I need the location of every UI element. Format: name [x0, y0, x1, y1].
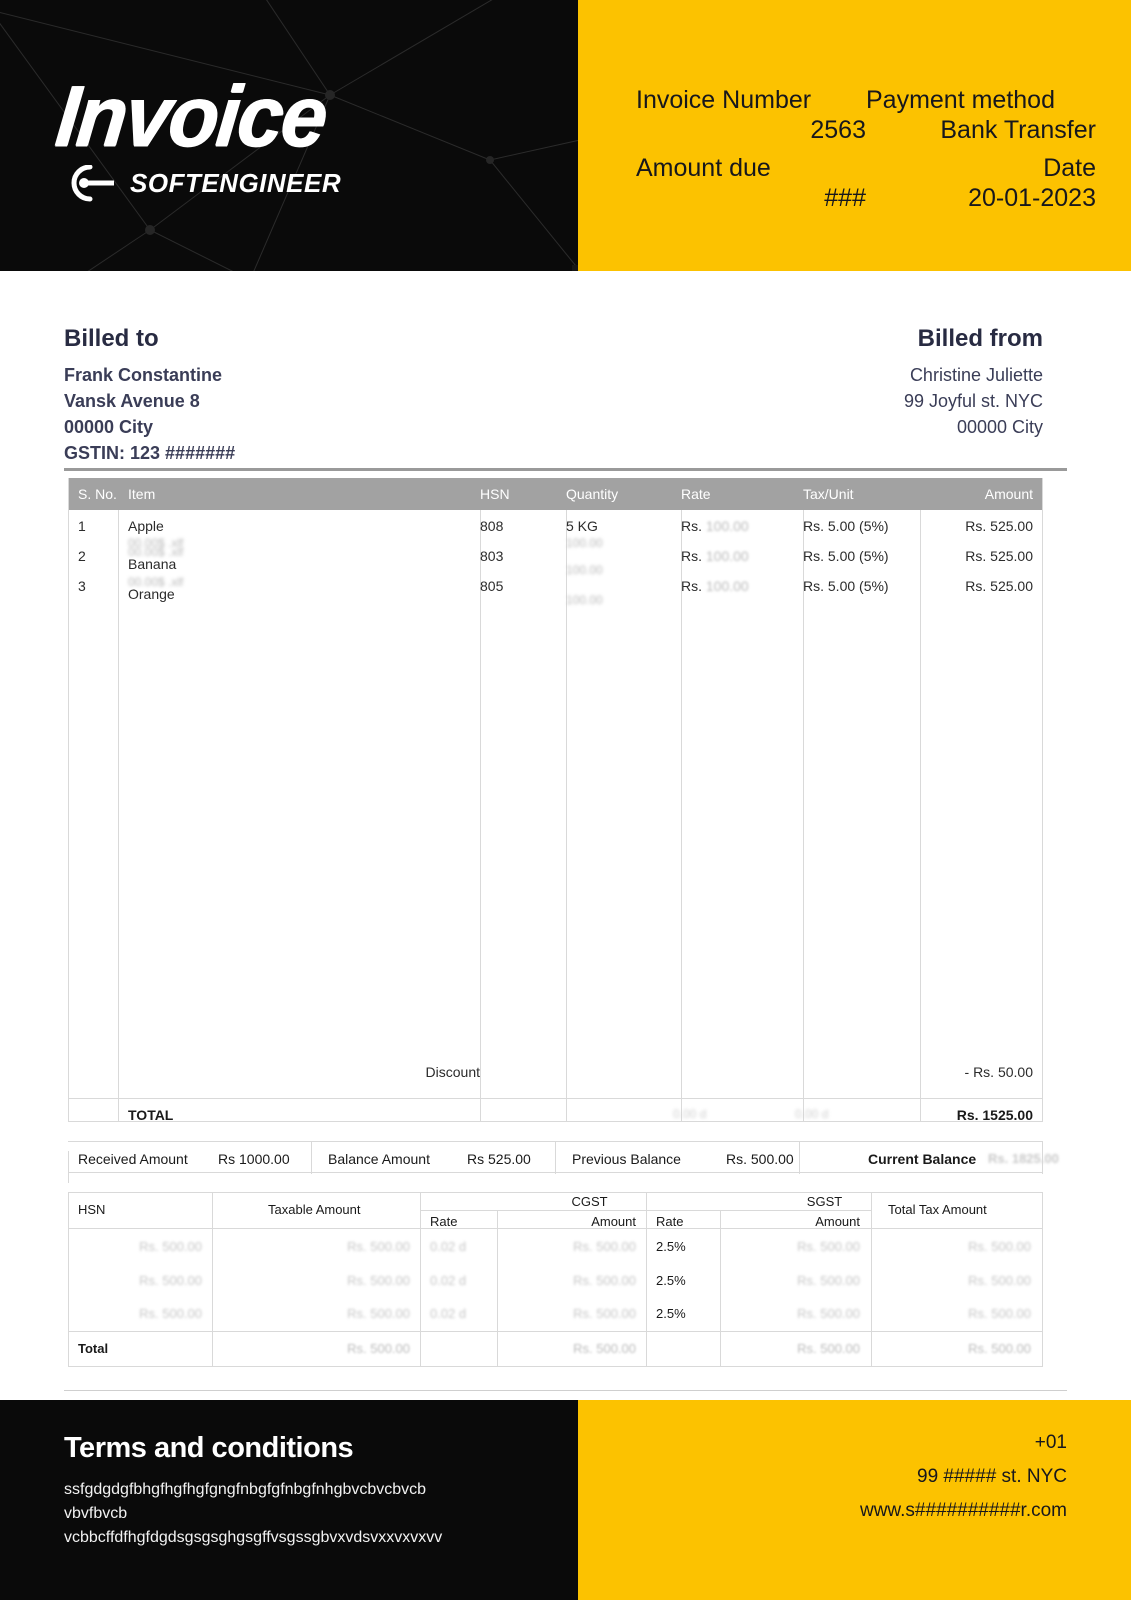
svg-text:SOFTENGINEER: SOFTENGINEER	[130, 168, 341, 198]
